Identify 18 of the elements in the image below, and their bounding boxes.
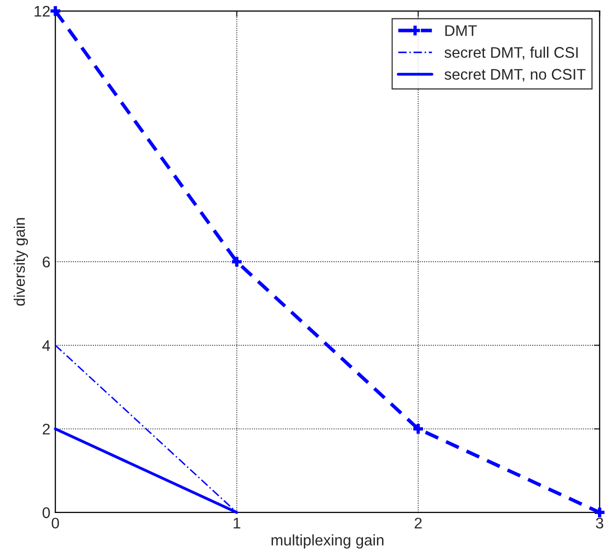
point xyxy=(232,256,242,267)
y-tick-label: 4 xyxy=(42,340,50,351)
x-axis-title: multiplexing gain xyxy=(272,534,384,549)
x-tick-label: 1 xyxy=(234,518,240,528)
legend-label: secret DMT, full CSI xyxy=(444,46,578,60)
point xyxy=(413,424,424,434)
y-tick-label: 2 xyxy=(42,424,50,434)
legend-label: DMT xyxy=(445,25,477,36)
y-tick-label: 0 xyxy=(42,507,50,518)
legend-label: secret DMT, no CSIT xyxy=(444,68,586,82)
x-tick-label: 0 xyxy=(52,518,59,529)
point xyxy=(594,508,604,518)
x-tick-label: 3 xyxy=(596,518,604,529)
y-tick-label: 6 xyxy=(42,256,50,268)
y-tick-label: 12 xyxy=(34,6,50,17)
y-axis-title: diversity gain xyxy=(14,218,28,306)
point xyxy=(50,6,60,16)
x-tick-label: 2 xyxy=(414,518,422,528)
